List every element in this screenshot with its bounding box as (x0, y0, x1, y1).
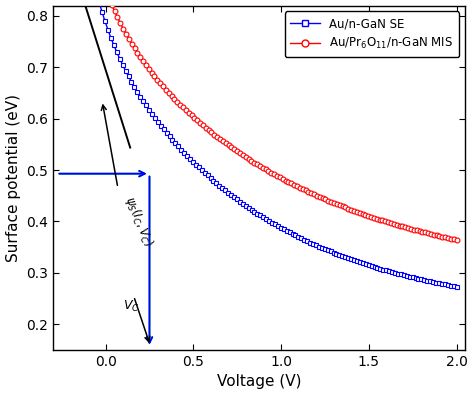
X-axis label: Voltage (V): Voltage (V) (217, 374, 301, 389)
Text: $V_C$: $V_C$ (123, 299, 140, 314)
Y-axis label: Surface potential (eV): Surface potential (eV) (6, 94, 20, 262)
Legend: Au/n-GaN SE, Au/Pr$_6$O$_{11}$/n-GaN MIS: Au/n-GaN SE, Au/Pr$_6$O$_{11}$/n-GaN MIS (284, 11, 459, 57)
Text: $\psi_S(I_C, V_C)$: $\psi_S(I_C, V_C)$ (121, 193, 157, 249)
